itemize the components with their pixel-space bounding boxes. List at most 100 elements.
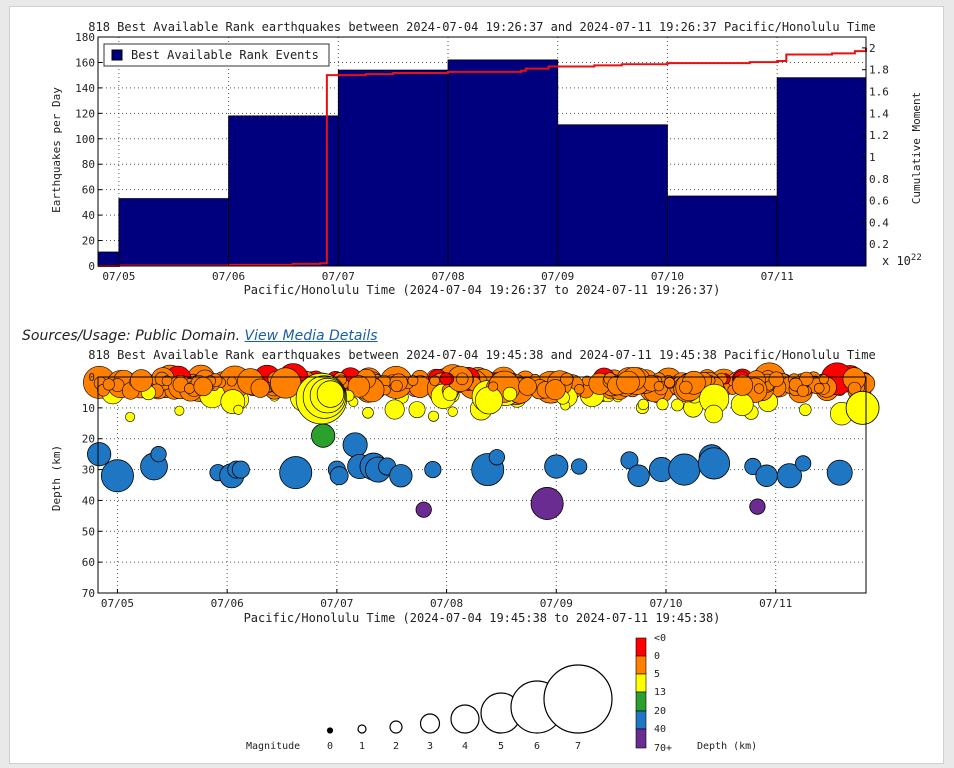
- quake-point: [429, 375, 440, 386]
- depth-legend-label: 0: [654, 651, 660, 662]
- bottom-xtick-label: 07/11: [759, 597, 792, 610]
- quake-point: [544, 379, 566, 401]
- top-legend: Best Available Rank Events: [103, 43, 330, 67]
- quake-point: [574, 384, 585, 395]
- y2-multiplier: x 1022: [882, 253, 922, 268]
- cumulative-moment-line: [98, 47, 867, 267]
- bottom-ytick-label: 30: [82, 464, 95, 477]
- top-y2tick-label: 0.2: [869, 238, 889, 251]
- depth-legend-label: 40: [654, 724, 666, 735]
- depth-legend-swatch: [635, 673, 647, 693]
- quake-point: [795, 455, 812, 472]
- top-y2tick-label: 1.4: [869, 107, 889, 120]
- quake-point: [384, 399, 405, 420]
- magnitude-legend-label: 5: [498, 741, 504, 752]
- quake-point: [679, 380, 693, 395]
- legend-swatch: [111, 49, 123, 61]
- top-xtick-label: 07/10: [651, 270, 684, 283]
- magnitude-legend-circle: [389, 720, 403, 734]
- top-ytick-label: 160: [75, 56, 95, 69]
- view-media-details-link[interactable]: View Media Details: [244, 328, 378, 344]
- bottom-chart-title: 818 Best Available Rank earthquakes betw…: [88, 348, 875, 362]
- bottom-xtick-label: 07/07: [320, 597, 353, 610]
- depth-label: Depth (km): [697, 741, 757, 752]
- top-xtick-label: 07/08: [431, 270, 464, 283]
- depth-legend-swatch: [635, 710, 647, 730]
- top-y2tick-label: 2: [869, 42, 876, 55]
- quake-point: [233, 404, 244, 415]
- top-y2tick-label: 1.8: [869, 64, 889, 77]
- magnitude-legend-circle: [326, 727, 334, 734]
- top-ytick-label: 180: [75, 31, 95, 44]
- quake-point: [390, 379, 403, 392]
- quake-point: [518, 377, 537, 396]
- magnitude-label: Magnitude: [246, 741, 300, 752]
- magnitude-legend: Magnitude 0 1 2 3 4 5 6 7: [246, 664, 613, 752]
- quake-point: [193, 376, 213, 397]
- bar-day-5: [557, 124, 668, 267]
- quake-point: [475, 386, 503, 415]
- bar-day-2: [228, 115, 339, 267]
- quake-point: [656, 398, 669, 411]
- top-ytick-label: 40: [82, 209, 95, 222]
- top-chart-title: 818 Best Available Rank earthquakes betw…: [88, 20, 875, 34]
- depth-legend-label: <0: [654, 633, 666, 644]
- depth-legend: Depth (km) <0 0 5 13 20 40 70+: [635, 633, 757, 754]
- quake-point: [389, 464, 413, 488]
- quake-point: [637, 398, 649, 411]
- quake-point: [150, 446, 167, 463]
- quake-point: [704, 404, 723, 424]
- quake-point: [130, 369, 153, 392]
- quake-point: [776, 463, 802, 489]
- magnitude-legend-circle: [357, 724, 367, 734]
- bar-day-6: [667, 195, 778, 267]
- top-xlabel: Pacific/Honolulu Time (2024-07-04 19:26:…: [244, 283, 721, 297]
- quake-point: [125, 411, 136, 422]
- depth-legend-label: 70+: [654, 743, 672, 754]
- bottom-ytick-label: 70: [82, 587, 95, 600]
- quake-point: [749, 498, 766, 515]
- quake-point: [342, 432, 368, 458]
- magnitude-legend-circle: [419, 713, 441, 734]
- magnitude-legend-label: 3: [427, 741, 433, 752]
- quake-point: [826, 459, 853, 486]
- quake-point: [799, 403, 812, 416]
- y2-multiplier-text: x 10: [882, 254, 911, 268]
- depth-legend-swatch: [635, 728, 647, 749]
- quake-point: [279, 456, 313, 490]
- bottom-ytick-label: 40: [82, 494, 95, 507]
- magnitude-legend-circle: [543, 664, 613, 734]
- top-xtick-label: 07/06: [212, 270, 245, 283]
- bottom-ytick-label: 60: [82, 556, 95, 569]
- quake-point: [100, 459, 134, 493]
- quake-point: [231, 460, 250, 479]
- quake-point: [730, 393, 754, 416]
- top-ytick-label: 100: [75, 133, 95, 146]
- bar-day-1: [118, 198, 229, 267]
- y2-exponent: 22: [911, 253, 922, 263]
- quake-point: [671, 398, 684, 412]
- quake-point: [184, 383, 195, 394]
- bar-day-4: [447, 59, 559, 267]
- top-ylabel: Earthquakes per Day: [50, 87, 63, 213]
- bottom-xtick-label: 07/10: [649, 597, 682, 610]
- quake-point: [161, 375, 173, 387]
- top-y2tick-label: 0.4: [869, 216, 889, 229]
- quake-point: [329, 466, 349, 486]
- top-y2label: Cumulative Moment: [910, 92, 923, 205]
- quake-point: [455, 372, 469, 386]
- top-y2tick-label: 0.6: [869, 195, 889, 208]
- quake-point: [571, 458, 588, 475]
- quake-point: [102, 378, 115, 391]
- top-y2tick-label: 1: [869, 151, 876, 164]
- magnitude-legend-label: 2: [393, 741, 399, 752]
- top-bars: [97, 59, 867, 267]
- top-ytick-label: 80: [82, 158, 95, 171]
- bottom-xtick-label: 07/09: [540, 597, 573, 610]
- sources-usage: Sources/Usage: Public Domain. View Media…: [22, 328, 378, 344]
- depth-legend-label: 13: [654, 687, 666, 698]
- quake-point: [87, 442, 112, 467]
- legend-box: [103, 43, 330, 67]
- quake-point: [768, 371, 785, 387]
- quake-point: [424, 461, 442, 479]
